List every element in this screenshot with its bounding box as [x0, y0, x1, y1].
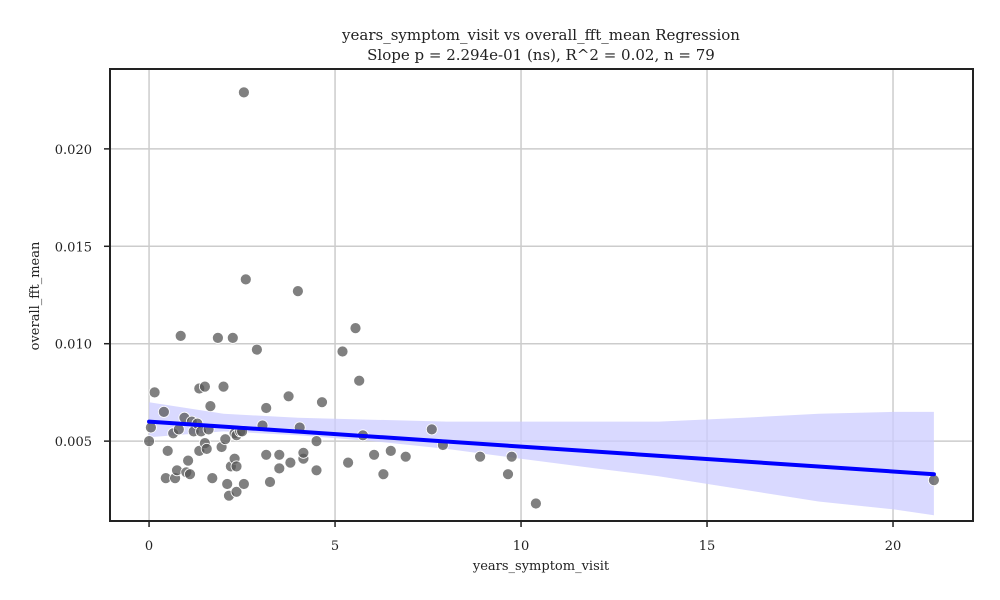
- y-axis-label: overall_fft_mean: [28, 241, 43, 350]
- data-point: [174, 329, 187, 342]
- x-ticks: 0 5 10 15 20: [145, 521, 901, 554]
- data-point: [336, 345, 349, 358]
- x-tick-label: 15: [699, 539, 716, 554]
- data-point: [200, 442, 213, 455]
- data-point: [291, 285, 304, 298]
- y-tick-label: 0.005: [55, 435, 92, 450]
- data-point: [353, 374, 366, 387]
- data-point: [219, 433, 232, 446]
- data-point: [260, 402, 273, 414]
- chart-subtitle: Slope p = 2.294e-01 (ns), R^2 = 0.02, n …: [367, 46, 715, 64]
- data-point: [342, 456, 355, 469]
- regression-line-layer: [147, 419, 936, 477]
- data-point: [221, 478, 234, 490]
- data-point: [230, 485, 243, 498]
- data-point: [282, 390, 295, 403]
- data-point: [211, 331, 224, 344]
- x-axis-label: years_symptom_visit: [472, 559, 610, 574]
- data-point: [239, 273, 252, 286]
- data-point: [349, 322, 362, 335]
- data-point: [474, 450, 487, 463]
- data-point: [530, 497, 542, 510]
- x-tick-label: 20: [885, 539, 902, 554]
- data-point: [505, 450, 518, 463]
- data-point: [316, 396, 328, 409]
- data-point: [182, 454, 195, 467]
- data-point: [273, 448, 286, 461]
- regression-line: [147, 419, 936, 477]
- data-point: [297, 446, 310, 459]
- data-point: [184, 468, 196, 481]
- data-point: [237, 86, 250, 99]
- data-point: [217, 380, 230, 393]
- data-point: [157, 405, 170, 418]
- data-point: [198, 380, 211, 393]
- data-point: [237, 478, 250, 490]
- data-point: [148, 386, 161, 399]
- confidence-band: [149, 402, 934, 516]
- data-point: [260, 448, 273, 461]
- y-tick-label: 0.020: [55, 143, 92, 158]
- data-point: [310, 464, 323, 477]
- points-layer: [143, 86, 940, 510]
- confidence-band-layer: [149, 402, 934, 516]
- data-point: [273, 462, 286, 475]
- data-point: [284, 456, 297, 469]
- y-tick-label: 0.015: [55, 240, 92, 255]
- y-ticks: 0.005 0.010 0.015 0.020: [55, 143, 110, 450]
- data-point: [230, 460, 243, 473]
- x-tick-label: 10: [513, 539, 530, 554]
- data-point: [399, 450, 412, 463]
- data-point: [928, 474, 940, 487]
- data-point: [384, 444, 397, 457]
- x-tick-label: 0: [145, 539, 153, 554]
- y-tick-label: 0.010: [55, 338, 92, 353]
- data-point: [226, 331, 239, 344]
- data-point: [425, 423, 438, 436]
- data-point: [206, 472, 219, 485]
- data-point: [502, 468, 514, 481]
- plot-frame: [109, 68, 974, 522]
- data-point: [377, 468, 390, 481]
- data-point: [310, 435, 323, 448]
- chart-title: years_symptom_visit vs overall_fft_mean …: [341, 26, 740, 44]
- x-tick-label: 5: [331, 539, 339, 554]
- data-point: [143, 435, 156, 448]
- data-point: [204, 400, 217, 413]
- data-point: [264, 476, 276, 488]
- data-point: [368, 448, 381, 461]
- data-point: [250, 343, 263, 356]
- data-point: [161, 444, 174, 457]
